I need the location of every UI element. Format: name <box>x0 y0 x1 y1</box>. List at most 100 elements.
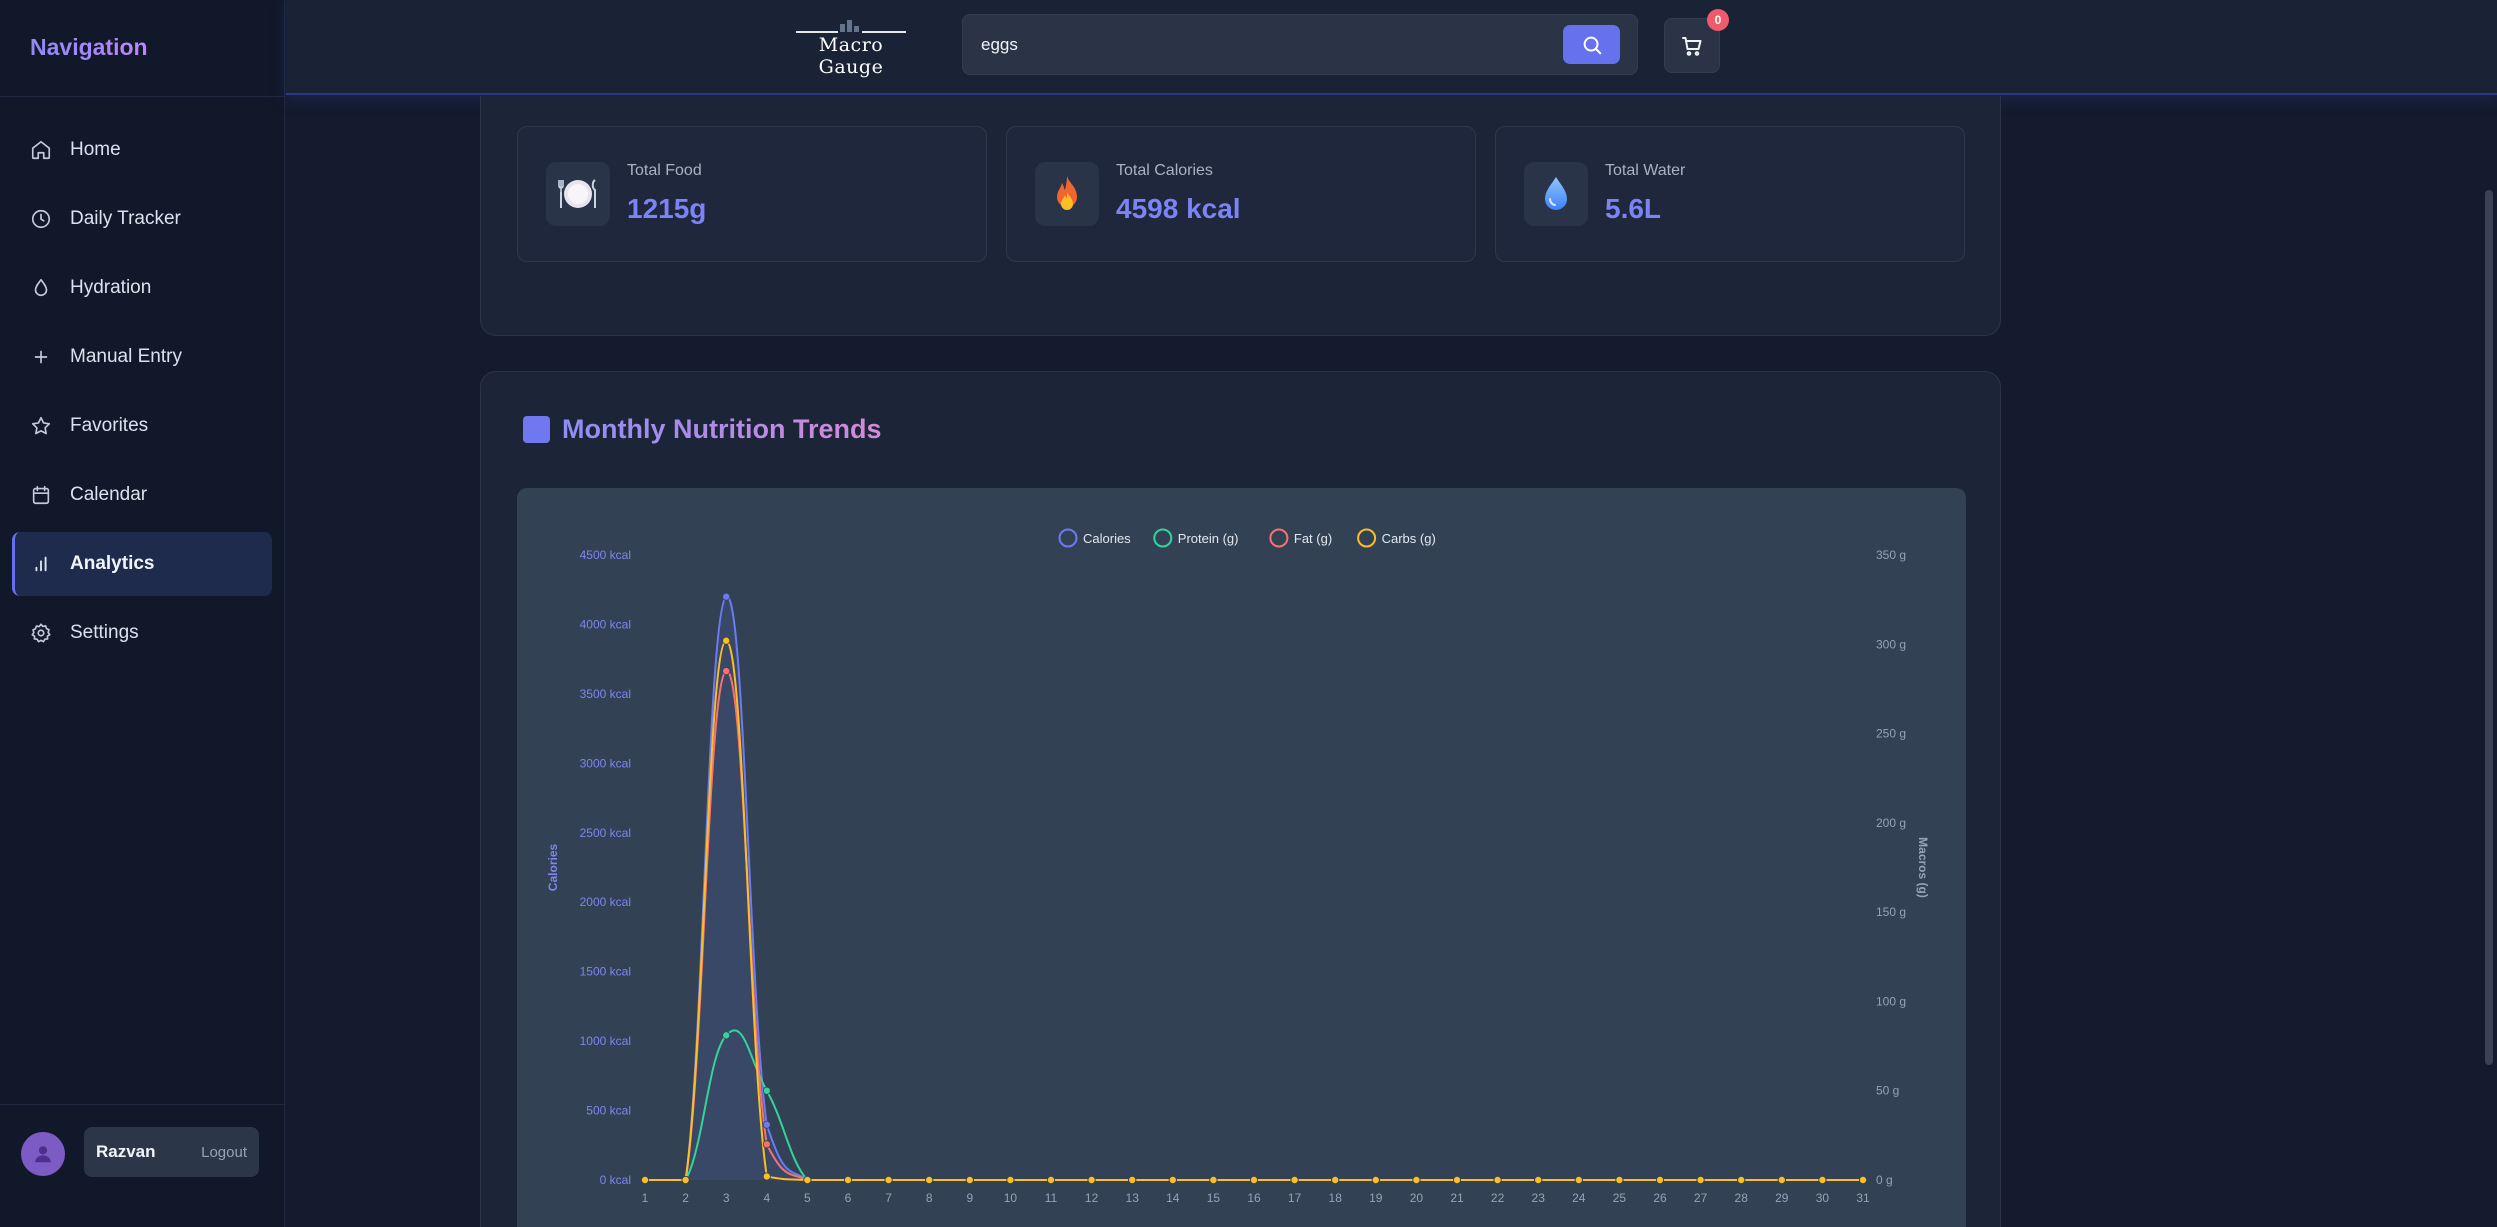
chart-container: 0 kcal 500 kcal 1000 kcal 1500 kcal 2000 kca… <box>517 488 1966 1227</box>
x-tick-label: 12 <box>1085 1191 1099 1205</box>
total-calories-card: Total Calories 4598 kcal <box>1006 126 1476 262</box>
sidebar-item-hydration[interactable]: Hydration <box>12 256 272 320</box>
data-point-fat <box>762 1140 771 1149</box>
stat-value: 4598 kcal <box>1116 193 1241 224</box>
y2-tick-label: 0 g <box>1876 1173 1893 1187</box>
data-point-carbs <box>1574 1176 1583 1185</box>
cart-icon <box>1682 36 1702 56</box>
nav-list: Home Daily Tracker Hydration Manual Entr… <box>0 97 284 665</box>
data-point-carbs <box>884 1176 893 1185</box>
sidebar: Navigation Home Daily Tracker Hydration … <box>0 0 285 1227</box>
droplet-icon <box>34 278 48 297</box>
data-point-carbs <box>803 1176 812 1185</box>
y-axis-title: Calories <box>546 843 560 891</box>
sidebar-item-settings[interactable]: Settings <box>12 601 272 665</box>
x-tick-label: 4 <box>763 1191 770 1205</box>
logo[interactable]: Macro Gauge <box>786 18 916 78</box>
bar-chart-icon <box>35 556 47 572</box>
stat-label: Total Food <box>627 162 702 179</box>
data-point-carbs <box>1493 1176 1502 1185</box>
data-point-carbs <box>1656 1176 1665 1185</box>
y-tick-label: 1500 kcal <box>580 965 631 979</box>
clock-icon <box>31 209 51 229</box>
sidebar-item-home[interactable]: Home <box>12 118 272 182</box>
data-point-carbs <box>1818 1176 1827 1185</box>
x-tick-label: 1 <box>642 1191 649 1205</box>
sidebar-item-manual-entry[interactable]: Manual Entry <box>12 325 272 389</box>
plate-icon <box>546 162 610 226</box>
legend-marker <box>1153 528 1173 548</box>
x-tick-label: 17 <box>1288 1191 1302 1205</box>
series-line-carbs <box>645 639 1863 1181</box>
stat-label: Total Calories <box>1116 162 1213 179</box>
legend-marker <box>1357 528 1377 548</box>
y2-tick-label: 250 g <box>1876 727 1906 741</box>
water-drop-icon <box>1524 162 1588 226</box>
x-tick-label: 6 <box>845 1191 852 1205</box>
x-tick-label: 19 <box>1369 1191 1383 1205</box>
y-tick-label: 4000 kcal <box>580 617 631 631</box>
user-name: Razvan <box>96 1142 156 1161</box>
y-tick-label: 0 kcal <box>600 1173 631 1187</box>
x-tick-label: 22 <box>1491 1191 1505 1205</box>
sidebar-item-label: Calendar <box>70 484 148 505</box>
logout-button[interactable]: Logout <box>201 1143 247 1161</box>
data-point-calories <box>762 1120 771 1129</box>
data-point-carbs <box>1331 1176 1340 1185</box>
x-tick-label: 16 <box>1247 1191 1261 1205</box>
sidebar-item-label: Settings <box>70 622 139 643</box>
user-card: Razvan Logout <box>84 1127 259 1177</box>
plus-icon <box>34 350 48 364</box>
y2-tick-label: 100 g <box>1876 994 1906 1008</box>
chart-square-icon <box>523 416 550 443</box>
data-point-carbs <box>1777 1176 1786 1185</box>
data-point-carbs <box>1859 1176 1868 1185</box>
data-point-carbs <box>1250 1176 1259 1185</box>
data-point-fat <box>722 667 731 676</box>
x-tick-label: 29 <box>1775 1191 1789 1205</box>
cart-button[interactable]: 0 <box>1664 9 1729 73</box>
sidebar-item-analytics[interactable]: Analytics <box>12 532 272 596</box>
y-tick-label: 2500 kcal <box>580 826 631 840</box>
x-tick-label: 23 <box>1532 1191 1546 1205</box>
x-tick-label: 10 <box>1004 1191 1018 1205</box>
sidebar-footer: Razvan Logout <box>0 1104 285 1227</box>
data-point-carbs <box>1168 1176 1177 1185</box>
user-icon <box>35 1146 51 1163</box>
y2-tick-label: 50 g <box>1876 1084 1899 1098</box>
x-tick-label: 18 <box>1329 1191 1343 1205</box>
x-tick-label: 2 <box>682 1191 689 1205</box>
plot-area <box>645 555 1863 1180</box>
sidebar-item-label: Favorites <box>70 415 149 436</box>
search-input[interactable] <box>963 15 1563 74</box>
total-water-card: Total Water 5.6L <box>1495 126 1965 262</box>
search-button[interactable] <box>1563 25 1620 64</box>
data-point-carbs <box>1371 1176 1380 1185</box>
data-point-carbs <box>722 636 731 645</box>
stat-label: Total Water <box>1605 162 1686 179</box>
data-point-carbs <box>1047 1176 1056 1185</box>
y2-tick-label: 350 g <box>1876 548 1906 562</box>
x-tick-label: 31 <box>1856 1191 1870 1205</box>
logo-text: Macro Gauge <box>818 34 884 78</box>
x-tick-label: 14 <box>1166 1191 1180 1205</box>
scrollbar[interactable] <box>2485 190 2493 1065</box>
data-point-carbs <box>1128 1176 1137 1185</box>
sidebar-item-favorites[interactable]: Favorites <box>12 394 272 458</box>
data-point-carbs <box>1006 1176 1015 1185</box>
y-tick-label: 500 kcal <box>586 1104 631 1118</box>
data-point-carbs <box>1534 1176 1543 1185</box>
sidebar-item-calendar[interactable]: Calendar <box>12 463 272 527</box>
y-tick-label: 2000 kcal <box>580 895 631 909</box>
fire-icon <box>1035 162 1099 226</box>
x-tick-label: 3 <box>723 1191 730 1205</box>
sidebar-item-label: Hydration <box>70 277 152 298</box>
x-tick-label: 20 <box>1410 1191 1424 1205</box>
data-point-protein <box>762 1086 771 1095</box>
x-tick-label: 9 <box>966 1191 973 1205</box>
x-tick-label: 13 <box>1126 1191 1140 1205</box>
sidebar-item-daily-tracker[interactable]: Daily Tracker <box>12 187 272 251</box>
home-icon <box>31 140 51 160</box>
calendar-icon <box>32 485 50 505</box>
avatar[interactable] <box>21 1132 65 1176</box>
